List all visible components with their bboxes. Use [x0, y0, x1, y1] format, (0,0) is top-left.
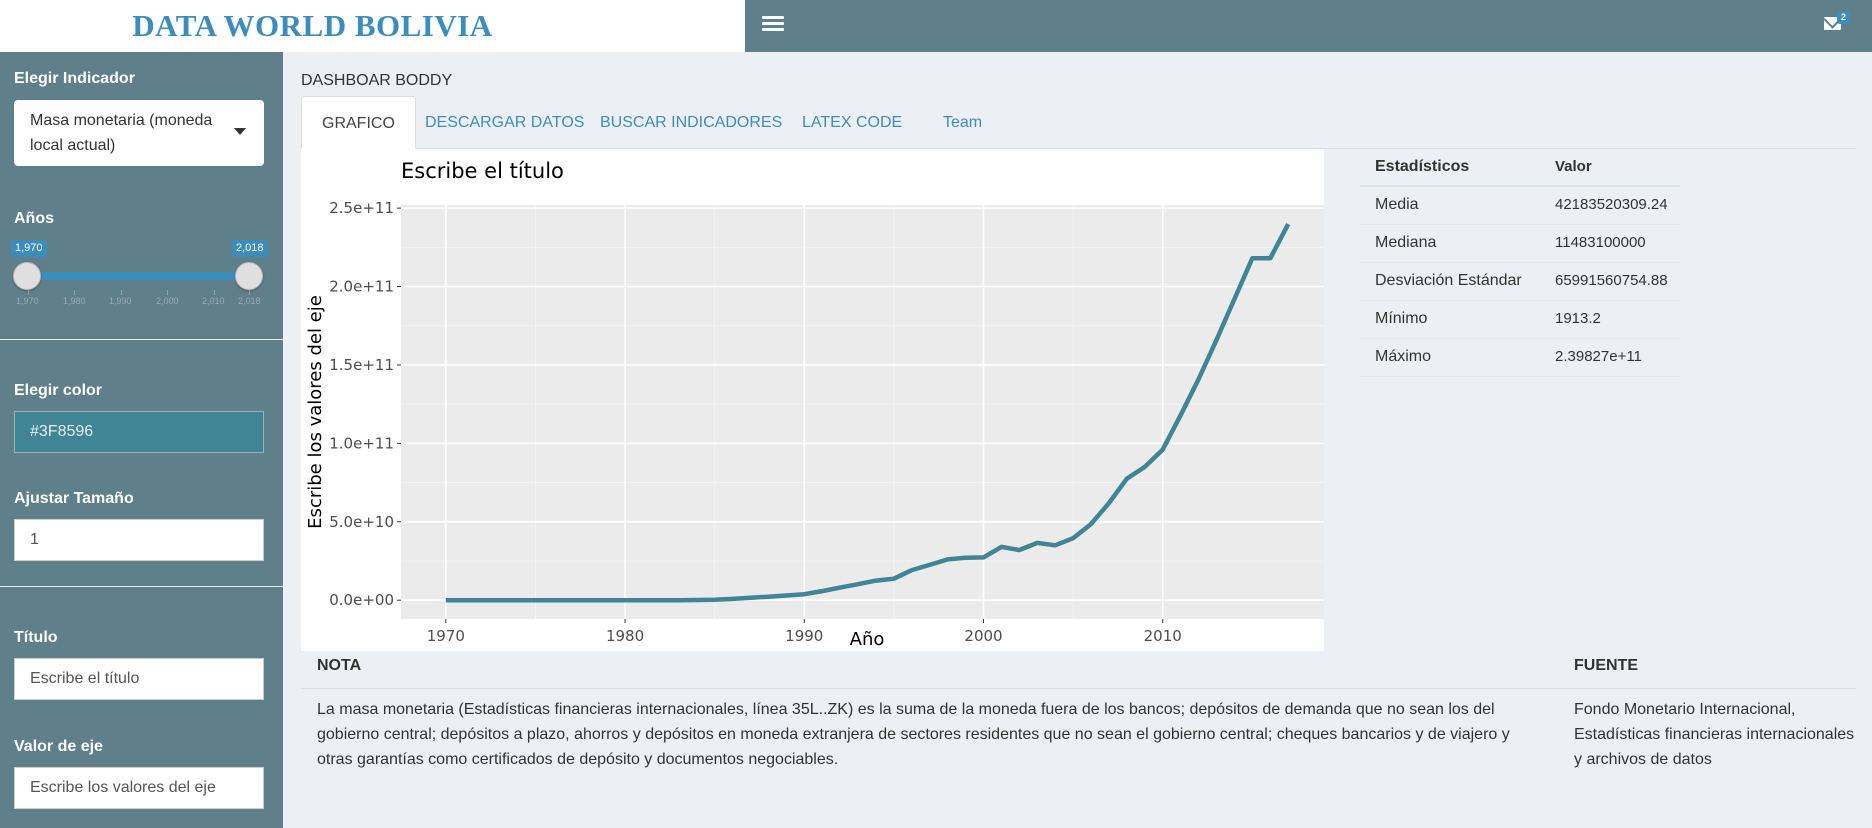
- messages-button[interactable]: 2: [1824, 11, 1850, 35]
- slider-grid-label: 2,000: [156, 296, 179, 306]
- tab-buscar-indicadores[interactable]: BUSCAR INDICADORES: [600, 114, 783, 131]
- stats-table: Estadísticos Valor Media 42183520309.24 …: [1360, 149, 1680, 377]
- x-tick-label: 1970: [427, 627, 465, 645]
- tab-team[interactable]: Team: [943, 114, 983, 131]
- stat-value: 1913.2: [1555, 310, 1601, 327]
- y-axis-title: Escribe los valores del eje: [305, 295, 326, 529]
- years-slider-track[interactable]: [27, 272, 250, 280]
- y-tick-label: 0.0e+00: [329, 591, 394, 609]
- slider-tick: [249, 290, 250, 295]
- stats-header-row: Estadísticos Valor: [1360, 149, 1680, 187]
- tab-bar: GRAFICO DESCARGAR DATOS BUSCAR INDICADOR…: [301, 96, 1856, 149]
- years-slider-min-handle[interactable]: [13, 262, 41, 290]
- slider-grid-label: 2,018: [238, 296, 261, 306]
- box-title: DASHBOAR BODDY: [301, 72, 453, 89]
- slider-tick: [214, 290, 215, 295]
- sidebar-divider: [0, 339, 283, 340]
- fuente-text: Fondo Monetario Internacional, Estadísti…: [1574, 701, 1855, 768]
- axis-input[interactable]: Escribe los valores del eje: [14, 767, 264, 809]
- stats-header-name: Estadísticos: [1375, 158, 1470, 175]
- table-row: Media 42183520309.24: [1360, 187, 1680, 225]
- title-label: Título: [14, 629, 58, 646]
- y-tick-label: 2.5e+11: [329, 199, 394, 217]
- size-label: Ajustar Tamaño: [14, 490, 134, 507]
- app-logo[interactable]: DATA WORLD BOLIVIA: [132, 8, 493, 43]
- stat-name: Desviación Estándar: [1375, 272, 1522, 289]
- indicator-select[interactable]: Masa monetaria (moneda local actual): [14, 100, 264, 166]
- slider-grid-label: 1,970: [16, 296, 39, 306]
- slider-tick: [28, 290, 29, 295]
- stat-name: Mediana: [1375, 234, 1437, 251]
- indicator-selected-value: Masa monetaria (moneda local actual): [30, 112, 213, 154]
- slider-tick: [74, 290, 75, 295]
- tab-grafico[interactable]: GRAFICO: [301, 96, 416, 149]
- x-tick-label: 1980: [606, 627, 644, 645]
- color-input[interactable]: #3F8596: [14, 411, 264, 453]
- series-line: [445, 223, 1291, 603]
- y-tick-label: 2.0e+11: [329, 278, 394, 296]
- stats-header-value: Valor: [1555, 158, 1592, 175]
- nota-header: NOTA: [317, 657, 362, 674]
- table-row: Mediana 11483100000: [1360, 225, 1680, 263]
- stat-value: 65991560754.88: [1555, 272, 1668, 289]
- slider-grid-label: 1,990: [109, 296, 132, 306]
- table-row: Mínimo 1913.2: [1360, 301, 1680, 339]
- x-tick-label: 1990: [785, 627, 823, 645]
- sidebar-divider: [0, 586, 283, 587]
- size-input[interactable]: 1: [14, 519, 264, 561]
- tab-descargar-datos[interactable]: DESCARGAR DATOS: [425, 114, 585, 131]
- slider-max-tag: 2,018: [232, 240, 268, 257]
- main-content: DASHBOAR BODDY GRAFICO DESCARGAR DATOS B…: [283, 52, 1872, 828]
- stat-value: 11483100000: [1555, 234, 1646, 251]
- x-tick-label: 2010: [1144, 627, 1182, 645]
- stat-value: 42183520309.24: [1555, 196, 1668, 213]
- indicator-label: Elegir Indicador: [14, 70, 135, 87]
- nota-text: La masa monetaria (Estadísticas financie…: [317, 701, 1510, 768]
- plot-panel-background: [401, 205, 1324, 619]
- color-label: Elegir color: [14, 382, 103, 399]
- slider-grid-label: 2,010: [202, 296, 225, 306]
- line-chart: 0.0e+00 5.0e+10 1.0e+11 1.5e+11 2.0e+11 2.5e+…: [305, 159, 1324, 650]
- axis-label: Valor de eje: [14, 738, 103, 755]
- slider-tick: [167, 290, 168, 295]
- stat-value: 2.39827e+11: [1555, 348, 1642, 365]
- table-row: Máximo 2.39827e+11: [1360, 339, 1680, 377]
- slider-min-tag: 1,970: [11, 240, 47, 257]
- top-navbar: 2: [745, 0, 1872, 52]
- years-label: Años: [14, 210, 54, 227]
- logo-area: DATA WORLD BOLIVIA: [0, 0, 745, 52]
- y-tick-label: 5.0e+10: [329, 513, 394, 531]
- y-tick-label: 1.5e+11: [329, 356, 394, 374]
- sidebar: Elegir Indicador Masa monetaria (moneda …: [0, 52, 283, 828]
- x-axis-title: Año: [850, 629, 885, 650]
- table-row: Desviación Estándar 65991560754.88: [1360, 263, 1680, 301]
- slider-grid-label: 1,980: [63, 296, 86, 306]
- envelope-icon: [1824, 17, 1841, 30]
- tab-latex-code[interactable]: LATEX CODE: [802, 114, 903, 131]
- fuente-header: FUENTE: [1574, 657, 1638, 674]
- chart-title: Escribe el título: [401, 159, 564, 183]
- stat-name: Media: [1375, 196, 1419, 213]
- nota-divider: [301, 688, 1856, 689]
- stat-name: Máximo: [1375, 348, 1432, 365]
- y-tick-label: 1.0e+11: [329, 434, 394, 452]
- years-slider-max-handle[interactable]: [235, 262, 263, 290]
- x-tick-label: 2000: [964, 627, 1002, 645]
- caret-down-icon: [234, 128, 246, 135]
- plot-panel: 0.0e+00 5.0e+10 1.0e+11 1.5e+11 2.0e+11 2.5e+…: [301, 149, 1324, 651]
- sidebar-toggle-icon[interactable]: [762, 13, 784, 35]
- title-input[interactable]: Escribe el título: [14, 658, 264, 700]
- stat-name: Mínimo: [1375, 310, 1428, 327]
- slider-tick: [121, 290, 122, 295]
- messages-badge: 2: [1837, 11, 1850, 24]
